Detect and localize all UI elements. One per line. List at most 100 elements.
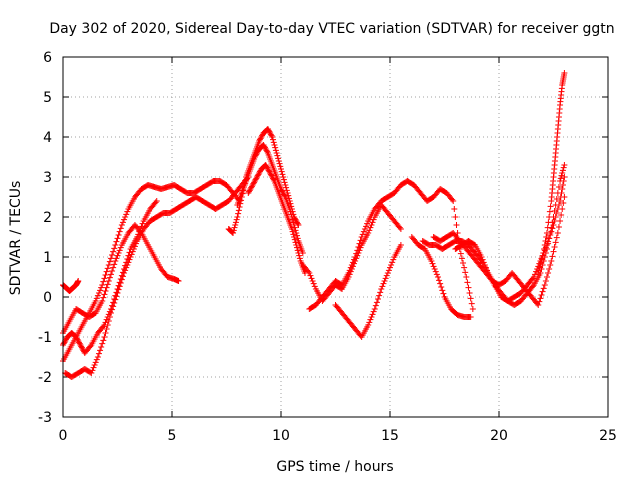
data-point [112, 292, 119, 299]
data-point [61, 339, 68, 346]
data-point [430, 263, 437, 270]
data-point [544, 224, 551, 231]
data-point [119, 219, 126, 226]
series-arc-12 [408, 234, 474, 320]
data-point [232, 219, 239, 226]
data-point [388, 262, 395, 268]
data-point [382, 275, 389, 282]
data-point [230, 227, 237, 234]
data-point [294, 235, 301, 242]
x-tick-label: 10 [272, 428, 290, 444]
data-point [280, 174, 287, 180]
data-point [91, 362, 98, 368]
data-point [367, 224, 374, 231]
data-point [113, 238, 120, 245]
data-point [95, 290, 102, 296]
data-point [311, 283, 318, 290]
data-point [546, 235, 553, 242]
data-point [551, 208, 558, 214]
data-point [366, 319, 373, 326]
data-point [551, 244, 558, 250]
data-point [99, 298, 106, 304]
data-point [107, 271, 114, 278]
data-point [529, 283, 536, 290]
data-point [248, 184, 255, 191]
data-point [262, 162, 269, 168]
data-point [278, 166, 284, 172]
data-point [365, 230, 372, 236]
data-point [77, 342, 84, 348]
data-point [119, 269, 126, 276]
series-arc-10 [299, 202, 404, 304]
data-point [557, 175, 564, 182]
data-point [366, 227, 373, 234]
data-point [283, 187, 290, 194]
data-point [452, 214, 459, 220]
data-point [269, 134, 276, 140]
data-point [309, 278, 316, 284]
data-point [92, 359, 99, 366]
data-point [381, 278, 388, 284]
data-point [153, 198, 160, 204]
plot-frame [62, 56, 609, 418]
data-point [272, 144, 279, 151]
data-point [246, 187, 253, 194]
data-point [559, 170, 566, 176]
series-arc-4 [60, 198, 160, 356]
data-point [111, 296, 118, 302]
data-point [134, 234, 141, 240]
data-point [280, 191, 287, 198]
data-point [103, 268, 110, 275]
data-point [136, 228, 143, 235]
data-point [360, 228, 367, 235]
data-point [104, 314, 111, 320]
data-point [252, 152, 259, 159]
data-point [478, 254, 485, 260]
data-point [561, 162, 568, 168]
data-point [351, 260, 358, 267]
data-point [93, 295, 100, 302]
data-point [93, 356, 100, 363]
data-point [462, 269, 469, 276]
data-point [383, 272, 390, 279]
data-point [113, 289, 120, 296]
data-point [554, 230, 561, 236]
data-point [99, 340, 106, 347]
data-point [384, 270, 391, 276]
data-point [275, 158, 282, 164]
data-point [272, 147, 279, 154]
data-point [546, 266, 553, 272]
data-point [535, 267, 542, 274]
data-point [467, 314, 474, 320]
data-point [449, 196, 456, 203]
data-point [110, 299, 117, 306]
data-point [545, 219, 552, 226]
data-point [123, 259, 130, 266]
data-point [253, 151, 260, 158]
data-point [279, 188, 286, 195]
data-point [292, 227, 299, 234]
data-point [75, 338, 82, 344]
data-point [553, 234, 560, 241]
data-point [251, 154, 258, 160]
data-point [257, 135, 264, 142]
data-point [557, 218, 564, 224]
grid-layer [63, 57, 608, 417]
data-point [543, 230, 550, 236]
data-point [552, 202, 559, 208]
data-point [117, 276, 124, 282]
data-point [99, 282, 106, 288]
data-point [545, 240, 552, 247]
data-point [278, 187, 285, 194]
chart-title: Day 302 of 2020, Sidereal Day-to-day VTE… [49, 21, 614, 37]
data-point [372, 302, 379, 309]
data-point [469, 306, 476, 312]
data-point [269, 174, 276, 180]
data-point [549, 225, 556, 232]
data-point [73, 334, 80, 340]
data-point [278, 168, 285, 175]
data-point [436, 277, 443, 284]
data-point [115, 232, 122, 238]
data-point [78, 343, 85, 350]
